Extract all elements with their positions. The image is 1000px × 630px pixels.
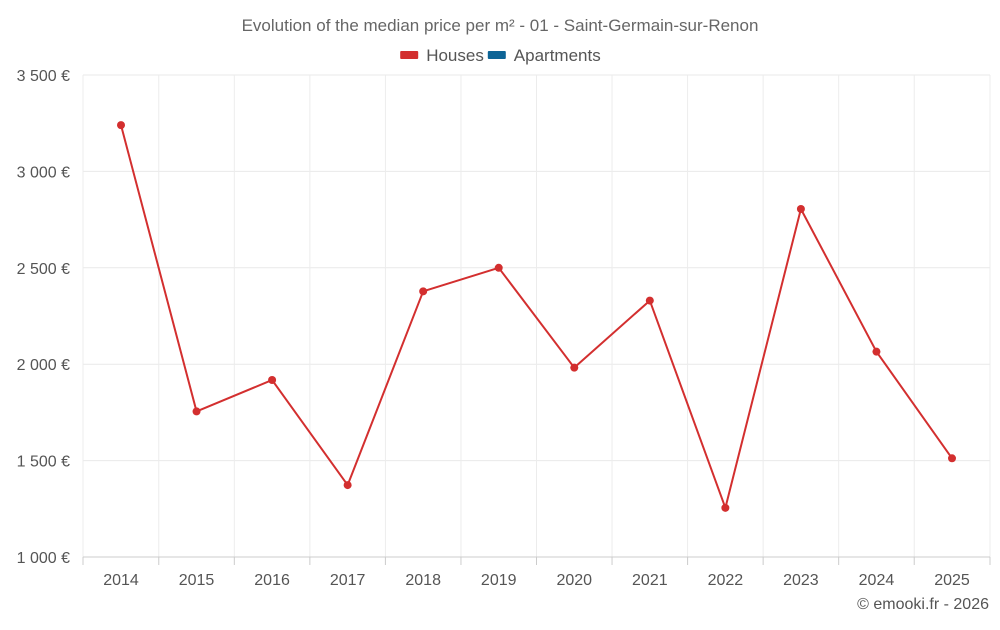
x-tick-label-2017: 2017 — [330, 572, 366, 589]
legend-swatch-houses — [400, 51, 419, 59]
y-tick-label-3000: 3 000 € — [17, 164, 70, 181]
data-point-houses-2022 — [721, 503, 730, 512]
x-tick-label-2014: 2014 — [103, 572, 139, 589]
x-tick-label-2019: 2019 — [481, 572, 517, 589]
x-tick-label-2023: 2023 — [783, 572, 819, 589]
x-tick-label-2020: 2020 — [556, 572, 592, 589]
y-tick-label-3500: 3 500 € — [17, 68, 70, 85]
x-tick-label-2018: 2018 — [405, 572, 441, 589]
x-tick-label-2022: 2022 — [708, 572, 744, 589]
x-tick-label-2024: 2024 — [859, 572, 895, 589]
legend-label-houses: Houses — [426, 46, 484, 65]
x-tick-label-2021: 2021 — [632, 572, 668, 589]
y-tick-label-2500: 2 500 € — [17, 261, 70, 278]
y-tick-label-1500: 1 500 € — [17, 454, 70, 471]
series-line-houses — [120, 124, 953, 509]
credit-text: © emooki.fr - 2026 — [857, 596, 989, 613]
data-point-houses-2025 — [948, 454, 956, 463]
data-point-houses-2019 — [494, 263, 503, 272]
x-axis: 2014 2015 2016 2017 2018 2019 2020 2021 2022 2023… — [82, 556, 991, 589]
data-point-houses-2021 — [645, 296, 654, 305]
x-tick-label-2016: 2016 — [254, 572, 290, 589]
y-tick-label-2000: 2 000 € — [17, 357, 70, 374]
x-tick-label-2015: 2015 — [179, 572, 215, 589]
chart-title: Evolution of the median price per m² - 0… — [242, 16, 759, 35]
data-point-houses-2015 — [192, 407, 201, 416]
data-point-houses-2017 — [343, 481, 352, 490]
data-point-houses-2020 — [570, 363, 579, 372]
data-point-houses-2014 — [117, 121, 125, 130]
grid-lines — [82, 74, 991, 558]
x-tick-label-2025: 2025 — [934, 572, 970, 589]
data-point-houses-2023 — [796, 204, 805, 213]
y-axis: 1 000 € 1 500 € 2 000 € 2 500 € 3 000 € 3 500… — [17, 68, 70, 567]
legend-swatch-apartments — [487, 51, 506, 59]
legend-label-apartments: Apartments — [514, 46, 601, 65]
plot-area — [117, 121, 956, 512]
data-point-houses-2018 — [419, 287, 428, 296]
data-point-houses-2016 — [268, 376, 277, 385]
y-tick-label-1000: 1 000 € — [17, 550, 70, 567]
legend: Houses Apartments — [400, 46, 601, 65]
data-point-houses-2024 — [872, 347, 881, 356]
